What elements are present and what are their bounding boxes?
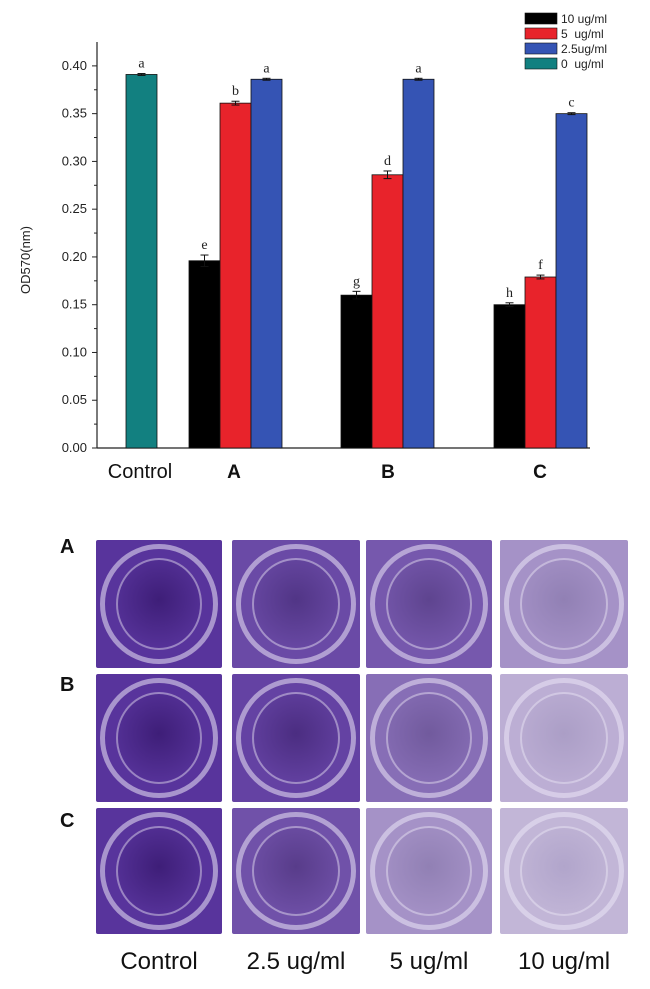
y-axis-label: OD570(nm)	[18, 226, 33, 294]
plate-column-label: Control	[120, 948, 198, 975]
well-rim	[236, 678, 356, 798]
well-center	[386, 826, 472, 916]
well-center	[116, 558, 202, 650]
bar-chart: 0.00 0.05 0.10 0.15 0.20 0.25 0.30 0.35 0.40 Cont…	[18, 12, 607, 483]
well-rim	[100, 812, 218, 930]
well-rim	[504, 812, 624, 930]
well-image	[232, 808, 360, 934]
well-center	[520, 558, 608, 650]
legend-label: 5 ug/ml	[561, 27, 604, 41]
y-tick-label: 0.15	[62, 297, 87, 312]
well-rim	[370, 544, 488, 664]
well-rim	[504, 544, 624, 664]
significance-label: c	[568, 96, 574, 111]
well-plate-images: A B C Control 2.5 ug/ml 5 ug/ml 10 ug/ml	[0, 528, 650, 989]
well-image	[232, 540, 360, 668]
legend: 10 ug/ml5 ug/ml2.5ug/ml0 ug/ml	[524, 12, 607, 71]
plate-row-label: C	[60, 810, 75, 832]
significance-label: h	[506, 286, 513, 301]
significance-label: e	[201, 238, 207, 253]
plate-row-label: A	[60, 536, 75, 558]
well-image	[96, 808, 222, 934]
well-image	[500, 674, 628, 802]
x-category-label: Control	[108, 461, 172, 483]
legend-swatch	[524, 12, 558, 25]
well-rim	[236, 544, 356, 664]
bar	[493, 304, 526, 449]
well-center	[252, 826, 340, 916]
well-image	[96, 540, 222, 668]
bar	[402, 78, 435, 449]
significance-label: a	[138, 57, 145, 72]
well-rim	[504, 678, 624, 798]
significance-label: g	[353, 274, 360, 289]
significance-label: f	[538, 258, 543, 273]
y-tick-label: 0.40	[62, 58, 87, 73]
plate-column-label: 5 ug/ml	[389, 948, 469, 975]
well-center	[386, 558, 472, 650]
well-center	[116, 826, 202, 916]
significance-label: a	[263, 61, 270, 76]
well-rim	[236, 812, 356, 930]
bar	[524, 276, 557, 449]
bars: a e b a g d a h f c	[125, 57, 588, 449]
plate-column-label: 10 ug/ml	[517, 948, 611, 975]
legend-label: 0 ug/ml	[561, 57, 604, 71]
legend-swatch	[524, 27, 558, 40]
well-image	[366, 540, 492, 668]
legend-swatch	[524, 42, 558, 55]
axes: 0.00 0.05 0.10 0.15 0.20 0.25 0.30 0.35 0.40 Cont…	[62, 42, 590, 483]
bar	[250, 78, 283, 449]
well-image	[96, 674, 222, 802]
well-image	[500, 808, 628, 934]
well-center	[116, 692, 202, 784]
well-rim	[370, 812, 488, 930]
y-tick-label: 0.30	[62, 153, 87, 168]
bar	[555, 113, 588, 449]
well-rim	[100, 678, 218, 798]
significance-label: a	[415, 61, 422, 76]
x-category-label: B	[381, 462, 395, 483]
well-image	[232, 674, 360, 802]
well-center	[252, 692, 340, 784]
bar	[371, 174, 404, 449]
legend-swatch	[524, 57, 558, 70]
y-tick-label: 0.00	[62, 440, 87, 455]
y-tick-label: 0.10	[62, 344, 87, 359]
well-center	[252, 558, 340, 650]
x-category-label: C	[533, 462, 547, 483]
well-center	[520, 692, 608, 784]
bar	[340, 294, 373, 449]
well-center	[520, 826, 608, 916]
plate-row-label: B	[60, 674, 75, 696]
plate-column-label: 2.5 ug/ml	[246, 948, 346, 975]
legend-label: 10 ug/ml	[561, 12, 607, 26]
well-image	[500, 540, 628, 668]
x-category-label: A	[227, 462, 241, 483]
well-rim	[370, 678, 488, 798]
bar	[125, 74, 158, 449]
y-tick-label: 0.35	[62, 106, 87, 121]
legend-label: 2.5ug/ml	[561, 42, 607, 56]
y-tick-label: 0.05	[62, 392, 87, 407]
well-image	[366, 808, 492, 934]
bar	[188, 260, 221, 449]
well-image	[366, 674, 492, 802]
y-tick-label: 0.25	[62, 201, 87, 216]
significance-label: d	[384, 154, 391, 169]
significance-label: b	[232, 84, 239, 99]
well-center	[386, 692, 472, 784]
well-rim	[100, 544, 218, 664]
y-tick-label: 0.20	[62, 249, 87, 264]
bar	[219, 102, 252, 449]
